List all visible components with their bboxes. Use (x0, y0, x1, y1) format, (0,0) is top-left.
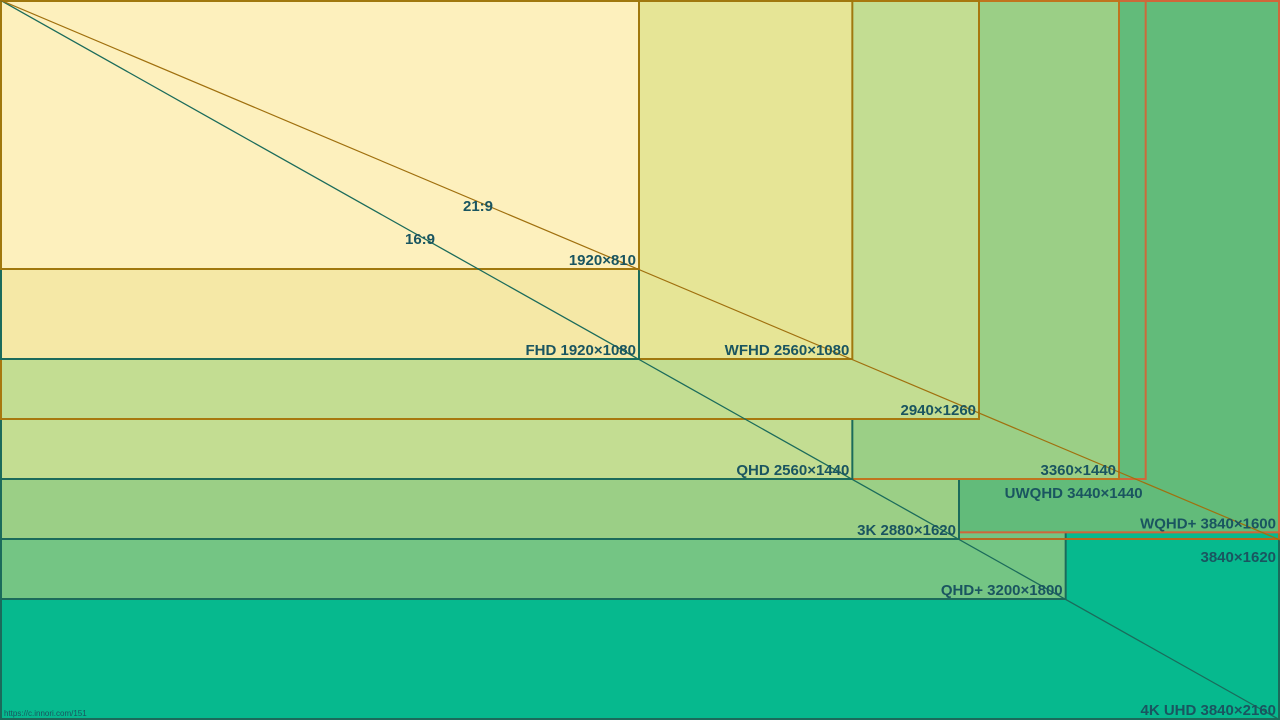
resolution-label: QHD 2560×1440 (736, 462, 849, 479)
resolution-label: 3360×1440 (1041, 462, 1117, 479)
resolution-label: WFHD 2560×1080 (725, 342, 850, 359)
ratio-line-21-9 (0, 0, 1280, 541)
resolution-label: QHD+ 3200×1800 (941, 582, 1063, 599)
resolution-label: FHD 1920×1080 (526, 342, 637, 359)
resolution-label: WQHD+ 3840×1600 (1140, 515, 1276, 532)
resolution-label: UWQHD 3440×1440 (1005, 485, 1143, 502)
resolution-label: 3K 2880×1620 (857, 522, 956, 539)
ratio-label: 21:9 (463, 198, 493, 215)
ratio-label: 16:9 (405, 231, 435, 248)
resolution-label: 1920×810 (569, 252, 636, 269)
resolution-label: 2940×1260 (901, 402, 977, 419)
credit: https://c.innori.com/151 (4, 709, 87, 718)
resolution-label: 4K UHD 3840×2160 (1140, 702, 1276, 719)
label-layer: 4K UHD 3840×2160 QHD+ 3200×1800 3840×1620 W… (526, 252, 1277, 719)
resolution-label: 3840×1620 (1201, 549, 1277, 566)
